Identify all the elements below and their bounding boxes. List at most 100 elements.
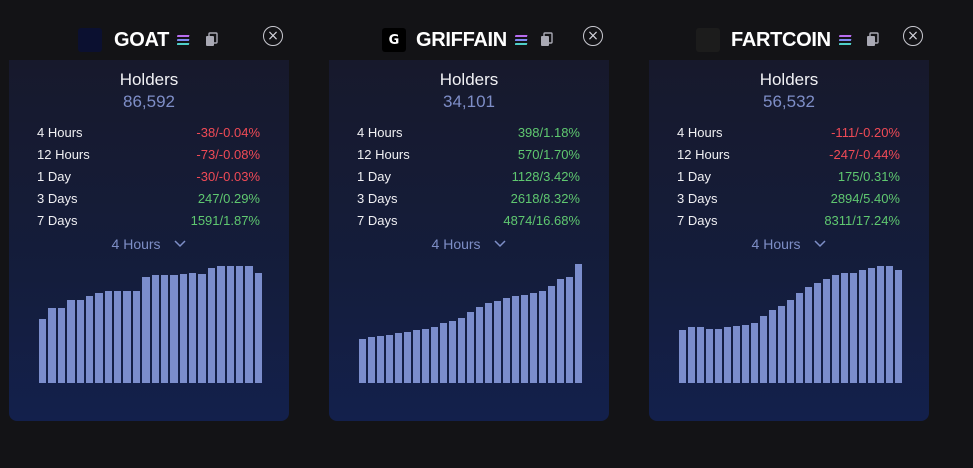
chart-bar <box>245 265 253 383</box>
stat-row: 3 Days 247/0.29% <box>37 188 260 210</box>
stat-value: 398/1.18% <box>517 125 580 140</box>
stat-row: 3 Days 2618/8.32% <box>357 188 580 210</box>
stat-label: 7 Days <box>37 213 78 228</box>
chart-bar <box>841 272 848 383</box>
stat-row: 7 Days 1591/1.87% <box>37 210 260 232</box>
chart-bar <box>796 293 803 383</box>
stat-row: 7 Days 8311/17.24% <box>677 210 900 232</box>
stat-value: 4874/16.68% <box>503 213 580 228</box>
chart-bar <box>431 327 438 383</box>
chart-bar <box>521 294 528 383</box>
stat-label: 7 Days <box>677 213 718 228</box>
period-dropdown[interactable]: 4 Hours <box>9 236 289 252</box>
period-selected: 4 Hours <box>111 236 161 252</box>
stat-label: 4 Hours <box>357 125 403 140</box>
chart-bar <box>679 329 686 383</box>
token-header: FARTCOIN × <box>649 26 929 52</box>
stat-label: 4 Hours <box>677 125 723 140</box>
stat-value: 247/0.29% <box>197 191 260 206</box>
chart-bar <box>733 326 740 383</box>
chart-bar <box>368 337 375 383</box>
chart-bar <box>67 299 75 383</box>
chart-bar <box>359 339 366 383</box>
chart-bar <box>404 332 411 383</box>
chart-bar <box>123 291 131 383</box>
chart-bar <box>877 265 884 383</box>
token-name: FARTCOIN <box>731 29 831 51</box>
chart-bar <box>440 322 447 383</box>
holders-label: Holders <box>439 70 499 89</box>
chart-bar <box>207 268 216 383</box>
holders-label: Holders <box>119 70 179 89</box>
chart-bar <box>198 274 206 383</box>
chart-bar <box>132 291 141 383</box>
stat-label: 7 Days <box>357 213 398 228</box>
chart-bar <box>724 327 731 383</box>
chart-bar <box>57 307 66 383</box>
holders-count: 86,592 <box>123 92 175 111</box>
stat-label: 12 Hours <box>357 147 410 162</box>
close-card-button[interactable]: × <box>583 26 603 46</box>
stat-label: 3 Days <box>677 191 718 206</box>
close-card-button[interactable]: × <box>903 26 923 46</box>
chart-bar <box>760 316 767 383</box>
period-dropdown[interactable]: 4 Hours <box>649 236 929 252</box>
stat-value: 2618/8.32% <box>510 191 580 206</box>
stat-row: 12 Hours -247/-0.44% <box>677 144 900 166</box>
chart-bar <box>160 275 169 383</box>
chart-bar <box>151 275 159 383</box>
stat-row: 7 Days 4874/16.68% <box>357 210 580 232</box>
close-icon: × <box>267 28 279 44</box>
chart-bar <box>48 307 56 383</box>
chart-bar <box>823 278 830 383</box>
stat-value: 1591/1.87% <box>190 213 260 228</box>
token-card: GOAT × Holders 86,592 4 Hours -38/-0.04%… <box>9 0 289 421</box>
holders-count: 56,532 <box>763 92 815 111</box>
chart-bar <box>422 328 429 383</box>
stat-row: 1 Day 175/0.31% <box>677 166 900 188</box>
copy-icon[interactable] <box>866 32 879 47</box>
holders-bar-chart <box>359 262 584 383</box>
logo-letter: G <box>388 32 400 48</box>
copy-icon[interactable] <box>540 32 553 47</box>
chart-bar <box>688 327 695 383</box>
chart-bar <box>706 328 713 383</box>
token-header: GOAT × <box>9 26 289 52</box>
stat-value: -111/-0.20% <box>831 125 900 140</box>
chart-bar <box>85 295 94 383</box>
chart-bar <box>787 299 794 383</box>
holders-bar-chart <box>679 262 904 383</box>
chart-bar <box>476 306 483 383</box>
stat-label: 1 Day <box>677 169 711 184</box>
chart-bar <box>217 265 225 383</box>
stat-value: 8311/17.24% <box>824 213 900 228</box>
close-card-button[interactable]: × <box>263 26 283 46</box>
chart-bar <box>377 335 384 383</box>
holder-change-stats: 4 Hours 398/1.18% 12 Hours 570/1.70% 1 D… <box>357 122 580 232</box>
stat-value: 2894/5.40% <box>830 191 900 206</box>
chart-bar <box>95 293 103 383</box>
solana-icon <box>839 35 852 45</box>
chart-bar <box>179 274 187 383</box>
chart-bar <box>494 300 501 383</box>
token-header: G GRIFFAIN × <box>329 26 609 52</box>
period-dropdown[interactable]: 4 Hours <box>329 236 609 252</box>
chart-bar <box>458 317 465 383</box>
chart-bar <box>850 272 857 383</box>
stat-value: 570/1.70% <box>517 147 580 162</box>
close-icon: × <box>587 28 599 44</box>
stat-label: 3 Days <box>357 191 398 206</box>
chevron-down-icon <box>494 240 506 248</box>
fartcoin-logo <box>696 28 720 52</box>
chart-bar <box>886 265 893 383</box>
stat-value: 1128/3.42% <box>511 169 580 184</box>
chart-bar <box>778 305 785 383</box>
chart-bar <box>805 287 812 383</box>
chart-bar <box>467 311 474 383</box>
chart-bar <box>895 270 902 383</box>
chart-bar <box>39 318 47 383</box>
holder-change-stats: 4 Hours -111/-0.20% 12 Hours -247/-0.44%… <box>677 122 900 232</box>
copy-icon[interactable] <box>205 32 218 47</box>
chart-bar <box>868 268 875 383</box>
chart-bar <box>697 327 704 383</box>
